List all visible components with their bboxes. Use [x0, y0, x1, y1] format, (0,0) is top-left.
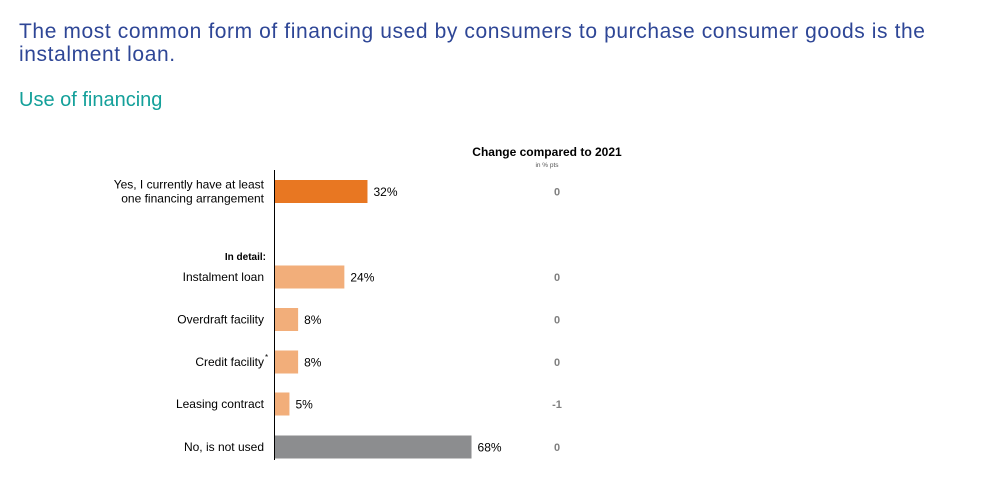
bar-label: Overdraft facility: [177, 313, 264, 327]
bar: [275, 350, 299, 374]
bar-label: Instalment loan: [183, 270, 264, 284]
change-value: 0: [554, 187, 560, 199]
section-label-in-detail: In detail:: [225, 252, 266, 263]
bar: [275, 180, 368, 203]
change-value: 0: [554, 442, 560, 454]
change-header: Change compared to 2021: [472, 145, 622, 159]
change-value: 0: [554, 315, 560, 327]
bar: [275, 435, 472, 459]
bar-value-label: 8%: [304, 356, 322, 370]
bar: [275, 392, 290, 416]
change-value: 0: [554, 272, 560, 284]
change-value: 0: [554, 357, 560, 369]
change-value: -1: [552, 399, 562, 411]
headline: The most common form of financing used b…: [19, 20, 926, 66]
bar-value-label: 8%: [304, 313, 322, 327]
bar-value-label: 24%: [350, 271, 374, 285]
bar: [275, 308, 299, 331]
bar-value-label: 5%: [295, 398, 313, 412]
bar-label: No, is not used: [184, 440, 264, 454]
bar-label: Leasing contract: [176, 397, 265, 411]
bar-label: one financing arrangement: [121, 192, 264, 206]
change-unit: in % pts: [535, 162, 559, 169]
bar: [275, 265, 345, 289]
bar-label: Yes, I currently have at least: [114, 178, 265, 192]
footnote-marker: *: [265, 353, 268, 362]
bar-value-label: 68%: [478, 441, 502, 455]
bar-value-label: 32%: [373, 185, 397, 199]
bar-label: Credit facility: [195, 355, 264, 369]
chart-subtitle: Use of financing: [19, 89, 163, 111]
